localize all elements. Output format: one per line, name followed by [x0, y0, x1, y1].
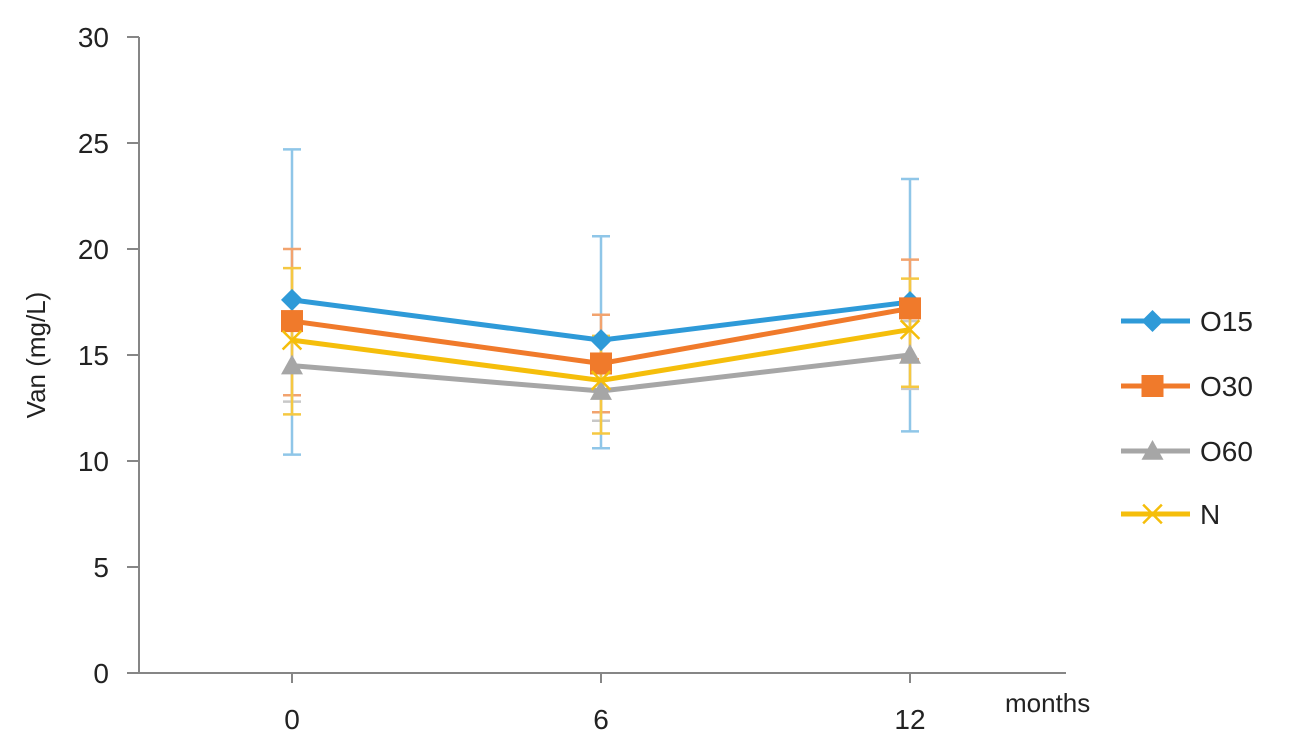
data-point-n [281, 329, 303, 351]
data-point-o15 [281, 288, 303, 311]
data-point-o30 [899, 297, 921, 320]
legend-item-n: N [1121, 499, 1220, 530]
legend: O15 O30 O60 N [1121, 306, 1253, 530]
data-point-o60 [899, 344, 921, 364]
x-tick-label: 0 [284, 704, 300, 735]
data-point-o60 [590, 380, 612, 400]
y-tick-label: 10 [78, 446, 109, 477]
legend-item-o30: O30 [1121, 371, 1253, 402]
legend-label-o60: O60 [1200, 436, 1253, 467]
y-tick-label: 5 [93, 552, 109, 583]
legend-marker-o60 [1141, 440, 1164, 460]
legend-item-o15: O15 [1121, 306, 1253, 337]
legend-marker-o15 [1141, 310, 1164, 332]
data-point-n [590, 370, 612, 391]
legend-label-n: N [1200, 499, 1220, 530]
series-markers [281, 288, 921, 400]
legend-marker-o30 [1141, 375, 1164, 397]
y-tick-label: 15 [78, 340, 109, 371]
y-tick-label: 25 [78, 128, 109, 159]
x-axis-title: months [1005, 688, 1090, 718]
x-axis-ticks: 0 6 12 [284, 673, 926, 735]
legend-marker-n [1142, 503, 1163, 525]
x-tick-label: 12 [894, 704, 925, 735]
data-point-o30 [590, 352, 612, 375]
error-bars [283, 148, 919, 456]
y-tick-label: 0 [93, 658, 109, 689]
y-tick-label: 20 [78, 234, 109, 265]
legend-label-o15: O15 [1200, 306, 1253, 337]
data-point-o15 [590, 329, 612, 352]
data-point-o60 [281, 354, 303, 375]
y-axis-ticks: 0 5 10 15 20 25 30 [78, 22, 139, 689]
y-tick-label: 30 [78, 22, 109, 53]
data-point-o30 [281, 310, 303, 333]
y-axis-title: Van (mg/L) [21, 292, 51, 419]
data-point-n [899, 319, 921, 340]
legend-label-o30: O30 [1200, 371, 1253, 402]
legend-item-o60: O60 [1121, 436, 1253, 467]
x-tick-label: 6 [593, 704, 609, 735]
